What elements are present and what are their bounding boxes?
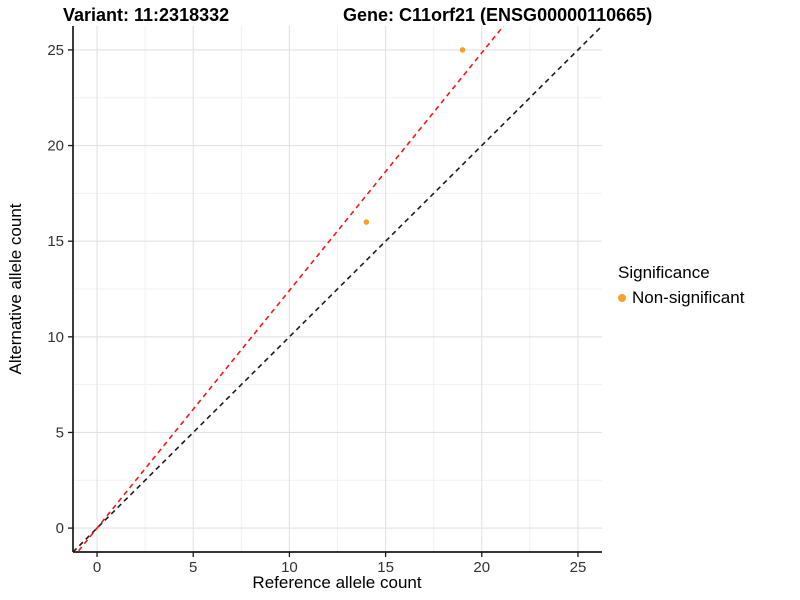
x-tick-label: 10	[281, 559, 298, 576]
identity-line	[73, 26, 602, 552]
legend-item-label: Non-significant	[632, 288, 745, 307]
y-tick-label: 25	[47, 42, 64, 59]
legend: Significance Non-significant	[618, 262, 744, 308]
y-axis-title: Alternative allele count	[6, 203, 25, 375]
x-axis-title: Reference allele count	[252, 573, 422, 592]
y-tick-label: 15	[47, 233, 64, 250]
legend-point-icon	[618, 294, 626, 302]
x-tick-label: 20	[473, 559, 490, 576]
gene-title: Gene: C11orf21 (ENSG00000110665)	[343, 5, 653, 25]
data-point	[363, 219, 370, 225]
variant-title: Variant: 11:2318332	[63, 5, 230, 25]
x-tick-label: 0	[93, 559, 101, 576]
data-point	[459, 47, 466, 53]
legend-title: Significance	[618, 263, 710, 282]
legend-item: Non-significant	[618, 288, 744, 308]
y-tick-label: 10	[47, 329, 64, 346]
x-tick-label: 25	[570, 559, 587, 576]
x-tick-label: 15	[377, 559, 394, 576]
y-tick-label: 20	[47, 138, 64, 155]
panel	[73, 26, 602, 552]
x-tick-label: 5	[189, 559, 197, 576]
y-tick-label: 5	[56, 424, 64, 441]
y-tick-label: 0	[56, 520, 64, 537]
